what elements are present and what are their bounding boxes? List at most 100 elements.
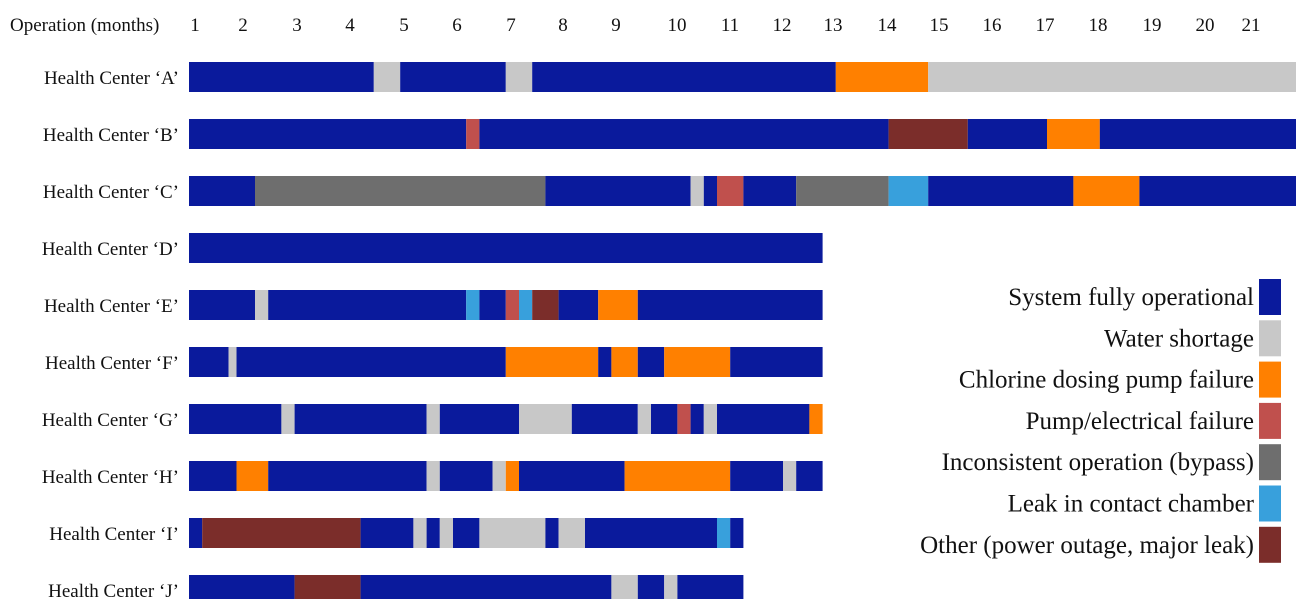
legend-label: Inconsistent operation (bypass) bbox=[942, 449, 1254, 476]
bar-segment-operational bbox=[268, 290, 467, 320]
bar-segment-operational bbox=[637, 347, 665, 377]
bar-segment-operational bbox=[189, 404, 282, 434]
legend-swatch bbox=[1259, 485, 1281, 522]
bar-segment-water bbox=[426, 404, 440, 434]
bar-segment-water bbox=[611, 575, 638, 599]
bar-segment-operational bbox=[743, 176, 797, 206]
bar-segment-operational bbox=[189, 575, 295, 599]
legend: System fully operational Water shortage Ch… bbox=[920, 279, 1281, 563]
bar-segment-chlorine bbox=[809, 404, 823, 434]
bar-segment-operational bbox=[717, 404, 810, 434]
bar-segment-pump bbox=[677, 404, 691, 434]
legend-label: Other (power outage, major leak) bbox=[920, 532, 1254, 559]
bar-segment-water bbox=[413, 518, 427, 548]
bar-segment-other bbox=[294, 575, 361, 599]
bar-segment-operational bbox=[545, 518, 559, 548]
bar-segment-operational bbox=[189, 461, 237, 491]
bar-segment-other bbox=[888, 119, 968, 149]
bar-segment-chlorine bbox=[598, 290, 638, 320]
bar-segment-operational bbox=[637, 575, 665, 599]
bar-segment-water bbox=[637, 404, 651, 434]
bar-segment-chlorine bbox=[236, 461, 269, 491]
bar-segment-water bbox=[519, 404, 572, 434]
bar-segment-water bbox=[664, 575, 678, 599]
x-tick-label: 3 bbox=[292, 15, 302, 36]
bar-segment-operational bbox=[189, 347, 229, 377]
row-label: Health Center ‘C’ bbox=[43, 182, 179, 203]
x-axis-title: Operation (months) bbox=[10, 15, 159, 36]
bar-segment-operational bbox=[730, 461, 783, 491]
bar-segment-water bbox=[426, 461, 440, 491]
bar-segment-operational bbox=[585, 518, 717, 548]
row-health-center: Health Center ‘B’ bbox=[43, 119, 1296, 149]
bar-segment-leak bbox=[466, 290, 480, 320]
legend-swatch bbox=[1259, 320, 1281, 357]
bar-segment-operational bbox=[189, 62, 374, 92]
bar-segment-pump bbox=[466, 119, 480, 149]
bar-segment-operational bbox=[439, 404, 519, 434]
bar-segment-operational bbox=[796, 461, 823, 491]
row-label: Health Center ‘E’ bbox=[44, 296, 179, 317]
bar-segment-water bbox=[783, 461, 797, 491]
x-tick-label: 10 bbox=[668, 15, 687, 36]
x-tick-label: 15 bbox=[930, 15, 949, 36]
bar-segment-operational bbox=[360, 575, 612, 599]
row-label: Health Center ‘A’ bbox=[44, 68, 179, 89]
bar-segment-chlorine bbox=[505, 461, 519, 491]
bar-segment-operational bbox=[189, 119, 467, 149]
x-tick-label: 14 bbox=[878, 15, 898, 36]
x-tick-label: 2 bbox=[238, 15, 248, 36]
x-tick-label: 7 bbox=[506, 15, 516, 36]
bar-segment-water bbox=[492, 461, 506, 491]
x-tick-label: 11 bbox=[721, 15, 739, 36]
legend-swatch bbox=[1259, 444, 1281, 481]
bar-segment-operational bbox=[453, 518, 480, 548]
bar-segment-operational bbox=[426, 518, 440, 548]
bar-segment-water bbox=[690, 176, 704, 206]
bar-segment-leak bbox=[519, 290, 533, 320]
row-label: Health Center ‘I’ bbox=[49, 524, 179, 545]
x-tick-label: 12 bbox=[773, 15, 792, 36]
bar-segment-operational bbox=[967, 119, 1047, 149]
bar-segment-water bbox=[928, 62, 1296, 92]
legend-label: Water shortage bbox=[1104, 325, 1254, 352]
bar-segment-water bbox=[703, 404, 717, 434]
bar-segment-operational bbox=[730, 347, 823, 377]
bar-segment-chlorine bbox=[1047, 119, 1100, 149]
bar-segment-operational bbox=[1139, 176, 1296, 206]
x-tick-label: 1 bbox=[190, 15, 200, 36]
bar-segment-operational bbox=[189, 233, 823, 263]
bar-segment-leak bbox=[888, 176, 929, 206]
legend-label: Leak in contact chamber bbox=[1008, 491, 1255, 518]
bar-segment-operational bbox=[677, 575, 744, 599]
bar-segment-bypass bbox=[796, 176, 889, 206]
bar-segment-operational bbox=[532, 62, 836, 92]
bar-segment-operational bbox=[703, 176, 717, 206]
bar-segment-water bbox=[228, 347, 237, 377]
bar-segment-water bbox=[505, 62, 533, 92]
bar-segment-water bbox=[373, 62, 401, 92]
legend-swatch bbox=[1259, 402, 1281, 439]
bar-segment-operational bbox=[519, 461, 625, 491]
bar-segment-operational bbox=[439, 461, 493, 491]
row-health-center: Health Center ‘A’ bbox=[44, 62, 1296, 92]
bar-segment-operational bbox=[268, 461, 427, 491]
legend-swatch bbox=[1259, 526, 1281, 563]
bar-segment-operational bbox=[558, 290, 599, 320]
legend-label: Pump/electrical failure bbox=[1026, 408, 1254, 435]
x-tick-label: 17 bbox=[1036, 15, 1055, 36]
row-health-center: Health Center ‘F’ bbox=[45, 347, 823, 377]
x-tick-label: 6 bbox=[452, 15, 462, 36]
bar-segment-water bbox=[281, 404, 295, 434]
bar-segment-water bbox=[255, 290, 269, 320]
bar-segment-operational bbox=[189, 518, 203, 548]
bar-segment-operational bbox=[545, 176, 691, 206]
row-health-center: Health Center ‘C’ bbox=[43, 176, 1296, 206]
bar-segment-operational bbox=[928, 176, 1074, 206]
legend-label: System fully operational bbox=[1008, 284, 1254, 311]
row-health-center: Health Center ‘H’ bbox=[42, 461, 823, 491]
x-tick-label: 5 bbox=[399, 15, 409, 36]
row-label: Health Center ‘J’ bbox=[48, 581, 179, 599]
bar-segment-operational bbox=[690, 404, 704, 434]
